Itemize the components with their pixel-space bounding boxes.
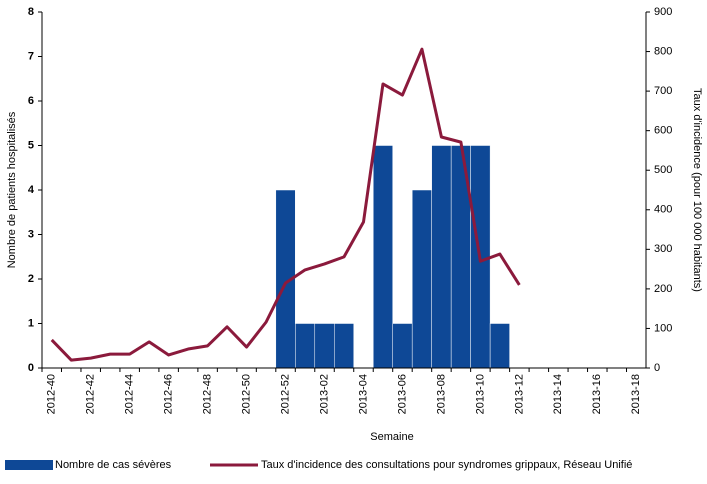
x-tick-label: 2012-42 [85, 374, 97, 414]
legend-label: Taux d'incidence des consultations pour … [261, 459, 632, 471]
bar [411, 189, 432, 369]
y2-tick-label: 300 [654, 243, 672, 255]
y2-axis-title: Taux d'incidence (pour 100 000 habitants… [691, 88, 703, 292]
x-tick-label: 2012-44 [124, 374, 136, 414]
bar [334, 323, 354, 369]
bar [295, 323, 316, 369]
y2-tick-label: 700 [654, 85, 672, 97]
y2-tick-label: 100 [654, 322, 672, 334]
x-tick-label: 2012-52 [279, 374, 291, 414]
x-tick-label: 2013-06 [396, 374, 408, 414]
bar [372, 145, 393, 369]
x-tick-label: 2013-04 [357, 374, 369, 414]
y2-tick-label: 500 [654, 164, 672, 176]
y2-tick-label: 900 [654, 6, 672, 18]
legend-label: Nombre de cas sévères [55, 459, 172, 471]
y-tick-label: 7 [28, 50, 34, 62]
bar [431, 145, 452, 369]
y2-tick-label: 800 [654, 45, 672, 57]
y-axis-title: Nombre de patients hospitalisés [6, 111, 18, 268]
y-tick-label: 6 [28, 95, 34, 107]
y2-tick-label: 600 [654, 125, 672, 137]
x-tick-label: 2013-16 [591, 374, 603, 414]
y-tick-label: 4 [28, 184, 35, 196]
y2-tick-label: 0 [654, 362, 660, 374]
x-tick-label: 2013-10 [474, 374, 486, 414]
x-tick-label: 2013-12 [513, 374, 525, 414]
x-tick-label: 2013-08 [435, 374, 447, 414]
x-tick-label: 2013-02 [318, 374, 330, 414]
y2-tick-label: 400 [654, 204, 672, 216]
bar [314, 323, 335, 369]
y-tick-label: 8 [28, 6, 34, 18]
x-tick-label: 2012-48 [202, 374, 214, 414]
bar [392, 323, 413, 369]
x-tick-label: 2012-46 [163, 374, 175, 414]
y2-tick-label: 200 [654, 283, 672, 295]
y-tick-label: 1 [28, 317, 34, 329]
x-axis-title: Semaine [370, 431, 413, 443]
bar [489, 323, 510, 369]
x-tick-label: 2012-40 [46, 374, 58, 414]
y-tick-label: 5 [28, 139, 34, 151]
legend-swatch [5, 460, 53, 470]
y-tick-label: 0 [28, 362, 34, 374]
x-tick-label: 2013-14 [552, 374, 564, 414]
y-tick-label: 3 [28, 228, 34, 240]
x-tick-label: 2013-18 [630, 374, 642, 414]
x-tick-label: 2012-50 [240, 374, 252, 414]
line [50, 47, 521, 362]
y-tick-label: 2 [28, 273, 34, 285]
